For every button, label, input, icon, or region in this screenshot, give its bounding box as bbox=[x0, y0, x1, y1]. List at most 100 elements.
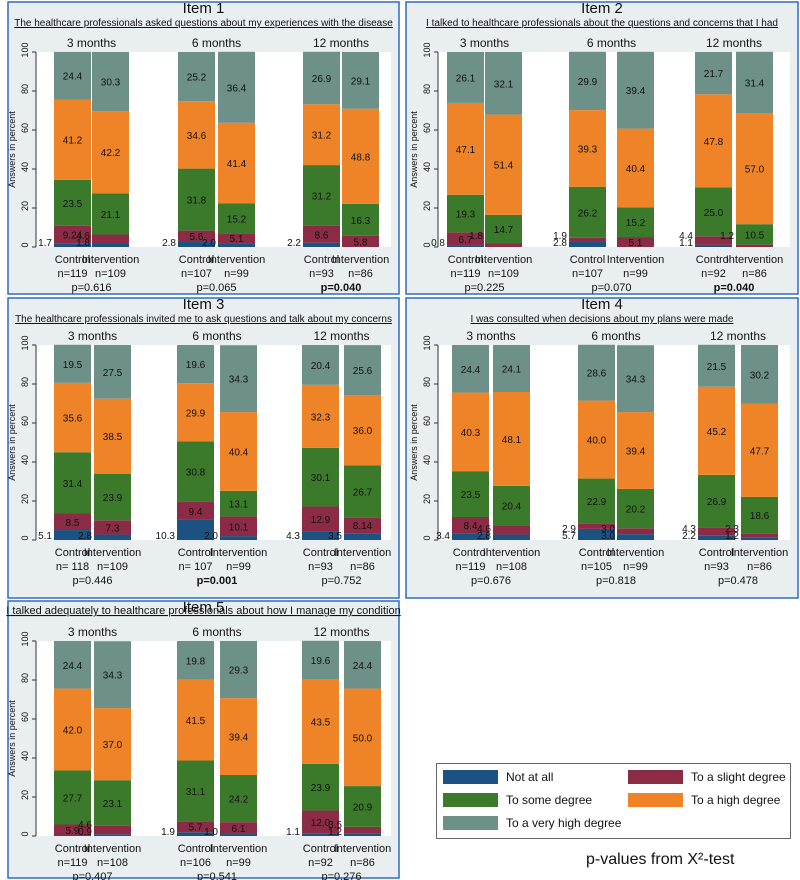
p-value: p=0.001 bbox=[197, 575, 238, 587]
n-label: n=92 bbox=[308, 857, 333, 869]
data-label: 5.6 bbox=[190, 232, 204, 243]
x-tick-label: Intervention bbox=[84, 547, 141, 559]
group-label: 6 months bbox=[192, 625, 241, 639]
data-label: 50.0 bbox=[353, 733, 373, 744]
data-label: 39.4 bbox=[626, 86, 646, 97]
n-label: n=109 bbox=[97, 561, 128, 573]
data-label: 2.0 bbox=[202, 238, 216, 249]
y-tick-label: 0 bbox=[20, 831, 30, 836]
n-label: n=99 bbox=[623, 268, 648, 280]
data-label: 1.2 bbox=[328, 827, 342, 838]
data-label: 6.1 bbox=[232, 824, 246, 835]
n-label: n=99 bbox=[224, 268, 249, 280]
bar-segment-very-high bbox=[617, 51, 654, 129]
data-label: 3.5 bbox=[328, 820, 342, 831]
bar-segment-very-high bbox=[177, 345, 214, 384]
data-label: 5.1 bbox=[629, 238, 643, 249]
data-label: 42.2 bbox=[101, 148, 121, 159]
data-label: 40.4 bbox=[229, 447, 249, 458]
bar-segment-very-high bbox=[54, 641, 91, 689]
data-label: 23.9 bbox=[103, 493, 123, 504]
group-label: 3 months bbox=[68, 329, 117, 343]
bar-segment-some bbox=[447, 194, 484, 233]
bar-segment-slight bbox=[178, 230, 215, 242]
bar-segment-some bbox=[698, 474, 735, 528]
group-label: 6 months bbox=[591, 329, 640, 343]
bar-segment-some bbox=[177, 441, 214, 502]
x-tick-label: Intervention bbox=[607, 254, 664, 266]
bar-segment-slight bbox=[698, 527, 735, 536]
data-label: 35.6 bbox=[63, 414, 83, 425]
legend-swatch-very-high bbox=[443, 816, 498, 830]
bar-segment-slight bbox=[220, 822, 257, 835]
p-value: p=0.040 bbox=[714, 282, 755, 294]
data-label: 26.9 bbox=[707, 497, 727, 508]
data-label: 2.2 bbox=[682, 531, 696, 542]
data-label: 38.5 bbox=[103, 432, 123, 443]
data-label: 31.2 bbox=[312, 192, 332, 203]
data-label: 2.8 bbox=[553, 238, 567, 249]
data-label: 1.0 bbox=[204, 827, 218, 838]
bar-segment-some bbox=[493, 485, 530, 526]
n-label: n=86 bbox=[350, 561, 375, 573]
p-value: p=0.225 bbox=[464, 282, 504, 294]
x-tick-label: Intervention bbox=[731, 547, 788, 559]
legend-item-not-at-all: Not at all bbox=[443, 770, 553, 784]
data-label: 13.1 bbox=[229, 500, 249, 511]
bar-segment-not-at-all bbox=[617, 534, 654, 540]
data-label: 5.1 bbox=[230, 234, 244, 245]
bar-segment-not-at-all bbox=[452, 533, 489, 540]
bar-segment-slight bbox=[302, 506, 339, 532]
bar-segment-slight bbox=[54, 225, 91, 244]
bar-segment-very-high bbox=[54, 344, 91, 383]
bar-segment-high bbox=[578, 400, 615, 479]
bar-segment-very-high bbox=[178, 52, 215, 102]
data-label: 1.9 bbox=[553, 231, 567, 242]
y-tick-label: 60 bbox=[422, 416, 432, 426]
bar-segment-slight bbox=[452, 516, 489, 534]
bar-segment-slight bbox=[177, 501, 214, 520]
bar-segment-some bbox=[54, 179, 91, 226]
n-label: n=109 bbox=[95, 268, 126, 280]
x-tick-label: Intervention bbox=[210, 843, 267, 855]
n-label: n=105 bbox=[581, 561, 612, 573]
bar-segment-not-at-all bbox=[302, 833, 339, 836]
bar-segment-some bbox=[344, 465, 381, 518]
data-label: 21.1 bbox=[101, 210, 121, 221]
bar-segment-slight bbox=[218, 233, 255, 244]
x-tick-label: Control bbox=[448, 254, 483, 266]
data-label: 5.1 bbox=[38, 531, 52, 542]
p-value: p=0.065 bbox=[196, 282, 236, 294]
data-label: 1.2 bbox=[725, 531, 739, 542]
bar-segment-high bbox=[220, 412, 257, 491]
data-label: 3.0 bbox=[601, 531, 615, 542]
bar-segment-some bbox=[617, 207, 654, 238]
data-label: 18.6 bbox=[750, 511, 770, 522]
data-label: 23.5 bbox=[63, 199, 83, 210]
data-label: 31.4 bbox=[63, 479, 83, 490]
data-label: 36.0 bbox=[353, 426, 373, 437]
bar-segment-slight bbox=[177, 821, 214, 833]
bar-segment-very-high bbox=[485, 52, 522, 115]
group-label: 3 months bbox=[67, 36, 116, 50]
data-label: 4.6 bbox=[78, 820, 92, 831]
y-tick-label: 100 bbox=[20, 42, 30, 57]
data-label: 19.6 bbox=[186, 360, 206, 371]
chart-title: Item 5 bbox=[183, 599, 225, 616]
n-label: n=99 bbox=[226, 857, 251, 869]
data-label: 36.4 bbox=[227, 83, 247, 94]
bar-segment-slight bbox=[493, 525, 530, 535]
data-label: 3.0 bbox=[601, 524, 615, 535]
x-tick-label: Intervention bbox=[210, 547, 267, 559]
n-label: n= 107 bbox=[179, 561, 213, 573]
bar-segment-high bbox=[344, 395, 381, 466]
y-tick-label: 40 bbox=[20, 162, 30, 172]
bar-segment-not-at-all bbox=[177, 519, 214, 540]
bar-segment-very-high bbox=[92, 52, 129, 112]
group-label: 3 months bbox=[460, 36, 509, 50]
data-label: 39.3 bbox=[578, 144, 598, 155]
data-label: 12.9 bbox=[311, 515, 331, 526]
n-label: n=92 bbox=[701, 268, 726, 280]
x-tick-label: Intervention bbox=[607, 547, 664, 559]
